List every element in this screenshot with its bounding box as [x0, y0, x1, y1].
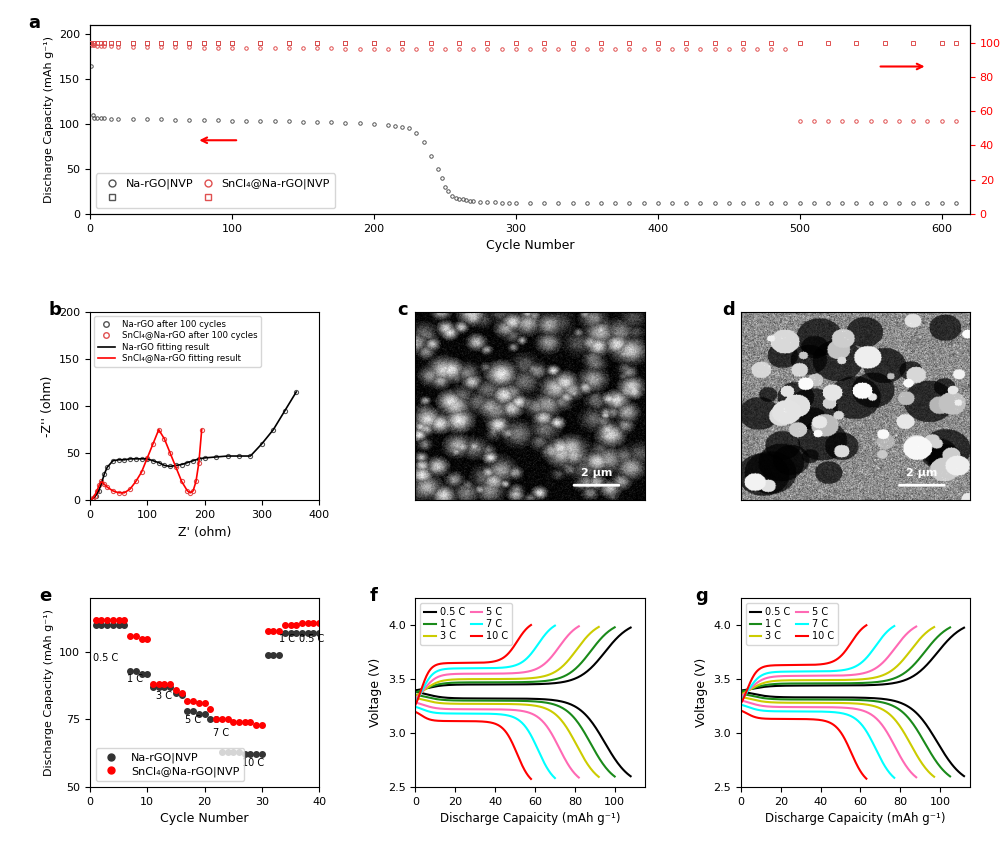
X-axis label: Cycle Number: Cycle Number	[486, 239, 574, 252]
Text: a: a	[28, 14, 40, 32]
Y-axis label: Discharge Capacity (mAh g⁻¹): Discharge Capacity (mAh g⁻¹)	[44, 36, 54, 203]
Text: e: e	[40, 587, 52, 605]
Text: c: c	[397, 300, 408, 319]
Text: 10 C: 10 C	[242, 758, 264, 768]
Legend: 0.5 C, 1 C, 3 C, 5 C, 7 C, 10 C: 0.5 C, 1 C, 3 C, 5 C, 7 C, 10 C	[746, 603, 838, 645]
X-axis label: Z' (ohm): Z' (ohm)	[178, 525, 231, 539]
X-axis label: Discharge Capaicity (mAh g⁻¹): Discharge Capaicity (mAh g⁻¹)	[440, 812, 620, 825]
Legend: Na-rGO after 100 cycles, SnCl₄@Na-rGO after 100 cycles, Na-rGO fitting result, S: Na-rGO after 100 cycles, SnCl₄@Na-rGO af…	[94, 316, 261, 367]
Text: g: g	[695, 587, 708, 605]
Text: 2 μm: 2 μm	[581, 468, 612, 478]
Text: d: d	[722, 300, 735, 319]
Text: f: f	[370, 587, 377, 605]
Text: 0.5 C: 0.5 C	[93, 653, 118, 663]
Legend: Na-rGO|NVP, SnCl₄@Na-rGO|NVP: Na-rGO|NVP, SnCl₄@Na-rGO|NVP	[96, 748, 244, 781]
Y-axis label: Voltage (V): Voltage (V)	[369, 658, 382, 728]
Text: 7 C: 7 C	[213, 728, 229, 739]
Legend: 0.5 C, 1 C, 3 C, 5 C, 7 C, 10 C: 0.5 C, 1 C, 3 C, 5 C, 7 C, 10 C	[420, 603, 512, 645]
Text: b: b	[49, 300, 62, 319]
X-axis label: Discharge Capaicity (mAh g⁻¹): Discharge Capaicity (mAh g⁻¹)	[765, 812, 946, 825]
Text: 2 μm: 2 μm	[906, 468, 938, 478]
Y-axis label: Discharge Capacity (mAh g⁻¹): Discharge Capacity (mAh g⁻¹)	[44, 609, 54, 776]
X-axis label: Cycle Number: Cycle Number	[160, 812, 249, 825]
Legend: Na-rGO|NVP, , SnCl₄@Na-rGO|NVP, : Na-rGO|NVP, , SnCl₄@Na-rGO|NVP,	[96, 173, 335, 208]
Y-axis label: Voltage (V): Voltage (V)	[695, 658, 708, 728]
Text: 0.5 C: 0.5 C	[299, 634, 324, 644]
Y-axis label: -Z'' (ohm): -Z'' (ohm)	[41, 376, 54, 437]
Text: 1 C: 1 C	[127, 674, 143, 684]
Text: 3 C: 3 C	[156, 690, 172, 700]
Text: 5 C: 5 C	[185, 715, 201, 725]
Text: 1 C: 1 C	[279, 634, 295, 644]
